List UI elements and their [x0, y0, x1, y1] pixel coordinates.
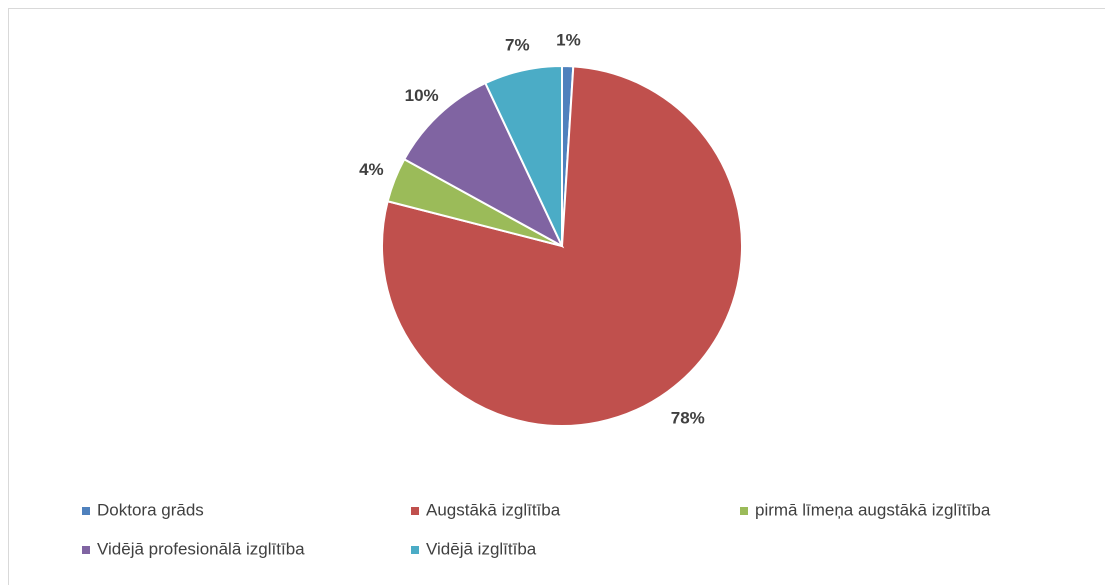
data-label: 78% [671, 409, 705, 428]
legend-marker [411, 507, 419, 515]
legend-label: Augstākā izglītība [426, 500, 561, 519]
legend-label: pirmā līmeņa augstākā izglītība [755, 500, 991, 519]
legend-marker [82, 546, 90, 554]
pie-slice [402, 81, 565, 249]
legend-label: Vidējā profesionālā izglītība [97, 539, 305, 558]
legend-marker [740, 507, 748, 515]
data-label: 1% [556, 31, 581, 50]
data-label: 7% [505, 35, 530, 54]
legend-marker [411, 546, 419, 554]
data-label: 10% [405, 86, 439, 105]
legend-marker [82, 507, 90, 515]
pie-slice [484, 64, 563, 247]
data-label: 4% [359, 160, 384, 179]
legend-label: Doktora grāds [97, 500, 204, 519]
legend-label: Vidējā izglītība [426, 539, 537, 558]
